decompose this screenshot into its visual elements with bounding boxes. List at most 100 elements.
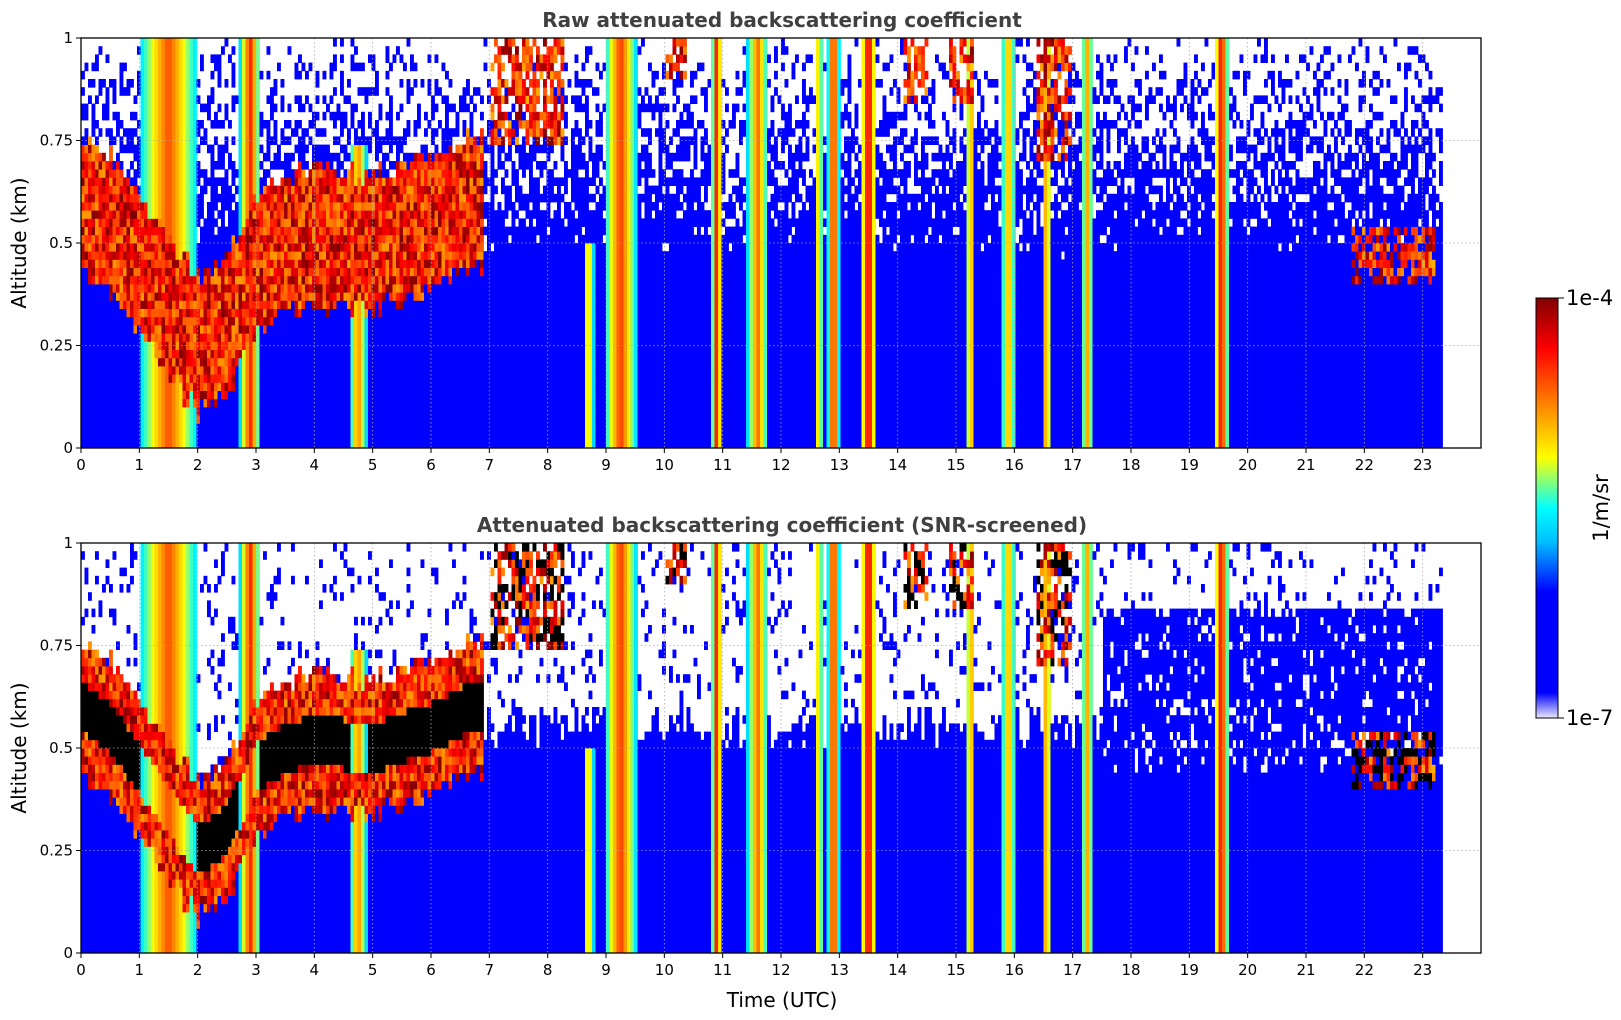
heatmap-cell (288, 243, 292, 252)
heatmap-cell (249, 194, 253, 203)
heatmap-cell (431, 284, 435, 293)
heatmap-cell (417, 235, 421, 244)
heatmap-cell (190, 54, 194, 63)
heatmap-cell (134, 259, 138, 268)
heatmap-cell (169, 407, 173, 416)
heatmap-cell (179, 415, 183, 424)
heatmap-cell (155, 218, 159, 227)
heatmap-cell (193, 317, 197, 326)
heatmap-cell (414, 268, 418, 277)
heatmap-cell (463, 415, 467, 424)
heatmap-cell (165, 415, 169, 424)
heatmap-cell (347, 317, 351, 326)
heatmap-cell (459, 145, 463, 154)
heatmap-cell (372, 317, 376, 326)
heatmap-cell (141, 63, 145, 72)
heatmap-cell (463, 432, 467, 441)
heatmap-cell (193, 202, 197, 211)
heatmap-cell (438, 251, 442, 260)
heatmap-cell (186, 104, 190, 113)
heatmap-cell (379, 415, 383, 424)
heatmap-cell (158, 79, 162, 88)
heatmap-cell (158, 391, 162, 400)
heatmap-cell (274, 350, 278, 359)
heatmap-cell (456, 112, 460, 121)
heatmap-cell (85, 145, 89, 154)
heatmap-cell (302, 333, 306, 342)
heatmap-cell (351, 423, 355, 432)
heatmap-cell (340, 399, 344, 408)
heatmap-cell (239, 423, 243, 432)
heatmap-cell (225, 177, 229, 186)
heatmap-cell (365, 202, 369, 211)
heatmap-cell (109, 235, 113, 244)
heatmap-cell (239, 382, 243, 391)
heatmap-cell (127, 186, 131, 195)
heatmap-cell (309, 374, 313, 383)
heatmap-cell (116, 407, 120, 416)
heatmap-cell (260, 382, 264, 391)
heatmap-cell (85, 309, 89, 318)
heatmap-cell (386, 128, 390, 137)
heatmap-cell (211, 145, 215, 154)
heatmap-cell (249, 161, 253, 170)
heatmap-cell (323, 423, 327, 432)
heatmap-cell (228, 210, 232, 219)
heatmap-cell (403, 432, 407, 441)
heatmap-cell (375, 202, 379, 211)
heatmap-cell (288, 153, 292, 162)
heatmap-cell (148, 169, 152, 178)
heatmap-cell (340, 292, 344, 301)
heatmap-cell (99, 161, 103, 170)
heatmap-cell (361, 407, 365, 416)
heatmap-cell (99, 391, 103, 400)
heatmap-cell (449, 358, 453, 367)
heatmap-cell (431, 95, 435, 104)
heatmap-cell (431, 309, 435, 318)
heatmap-cell (176, 63, 180, 72)
heatmap-cell (232, 366, 236, 375)
heatmap-cell (221, 399, 225, 408)
heatmap-cell (305, 194, 309, 203)
heatmap-cell (169, 259, 173, 268)
heatmap-cell (284, 251, 288, 260)
heatmap-cell (298, 95, 302, 104)
heatmap-cell (358, 235, 362, 244)
heatmap-cell (207, 366, 211, 375)
heatmap-cell (106, 186, 110, 195)
heatmap-cell (85, 325, 89, 334)
heatmap-cell (312, 309, 316, 318)
heatmap-cell (309, 423, 313, 432)
heatmap-cell (396, 161, 400, 170)
heatmap-cell (207, 415, 211, 424)
heatmap-cell (403, 284, 407, 293)
heatmap-cell (263, 153, 267, 162)
heatmap-cell (368, 120, 372, 129)
heatmap-cell (302, 153, 306, 162)
heatmap-cell (92, 440, 96, 449)
heatmap-cell (113, 432, 117, 441)
heatmap-cell (438, 317, 442, 326)
heatmap-cell (284, 325, 288, 334)
heatmap-cell (452, 374, 456, 383)
heatmap-cell (351, 292, 355, 301)
heatmap-cell (120, 391, 124, 400)
heatmap-cell (232, 46, 236, 55)
heatmap-cell (424, 161, 428, 170)
heatmap-cell (361, 333, 365, 342)
heatmap-cell (256, 87, 260, 96)
heatmap-cell (127, 432, 131, 441)
heatmap-cell (183, 46, 187, 55)
heatmap-cell (407, 300, 411, 309)
heatmap-cell (386, 169, 390, 178)
heatmap-cell (155, 407, 159, 416)
heatmap-cell (417, 382, 421, 391)
heatmap-cell (113, 309, 117, 318)
heatmap-cell (221, 177, 225, 186)
heatmap-cell (127, 235, 131, 244)
heatmap-cell (102, 243, 106, 252)
heatmap-cell (442, 202, 446, 211)
heatmap-cell (410, 382, 414, 391)
heatmap-cell (431, 276, 435, 285)
heatmap-cell (134, 391, 138, 400)
